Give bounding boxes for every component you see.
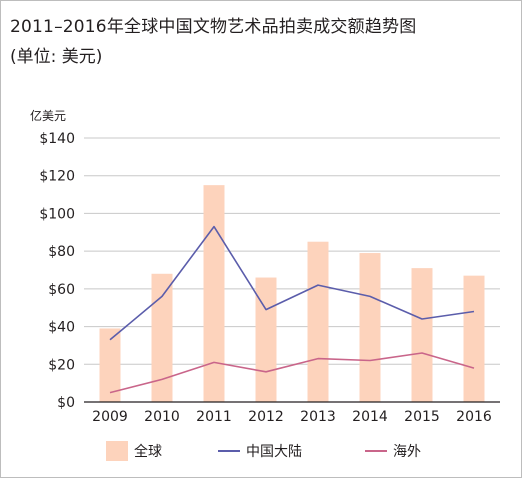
legend-swatch-overseas (365, 450, 387, 452)
y-tick-label: $40 (48, 320, 75, 336)
bar-global (99, 328, 121, 402)
chart-unit: (单位: 美元) (10, 47, 103, 67)
bar-global (203, 185, 225, 402)
x-tick-label: 2016 (456, 409, 492, 425)
x-tick-label: 2013 (300, 409, 336, 425)
bar-global (463, 275, 485, 402)
legend-label-global: 全球 (134, 444, 162, 460)
legend-item-global: 全球 (106, 440, 162, 462)
bar-global (411, 268, 433, 402)
series-line-china (109, 225, 475, 341)
legend-item-overseas: 海外 (365, 440, 421, 462)
series-line-overseas (109, 352, 475, 394)
x-tick-label: 2011 (196, 409, 232, 425)
bar-global (255, 277, 277, 402)
x-tick-label: 2010 (144, 409, 180, 425)
chart-title: 2011–2016年全球中国文物艺术品拍卖成交额趋势图 (10, 17, 417, 37)
y-tick-label: $20 (48, 357, 75, 373)
y-tick-label: $140 (39, 131, 75, 147)
legend-label-china: 中国大陆 (246, 444, 302, 460)
y-axis-unit-label: 亿美元 (30, 109, 67, 123)
y-tick-label: $120 (39, 169, 75, 185)
bar-global (359, 253, 381, 402)
y-tick-label: $80 (48, 244, 75, 260)
legend-item-china: 中国大陆 (218, 440, 302, 462)
y-tick-label: $60 (48, 282, 75, 298)
legend-label-overseas: 海外 (393, 444, 421, 460)
legend-swatch-global (106, 441, 128, 461)
x-tick-label: 2014 (352, 409, 388, 425)
legend-swatch-china (218, 450, 240, 452)
bar-global (307, 241, 329, 402)
x-tick-label: 2009 (92, 409, 128, 425)
x-tick-label: 2012 (248, 409, 284, 425)
x-tick-label: 2015 (404, 409, 440, 425)
bar-global (151, 273, 173, 402)
y-tick-label: $0 (57, 395, 75, 411)
y-tick-label: $100 (39, 206, 75, 222)
